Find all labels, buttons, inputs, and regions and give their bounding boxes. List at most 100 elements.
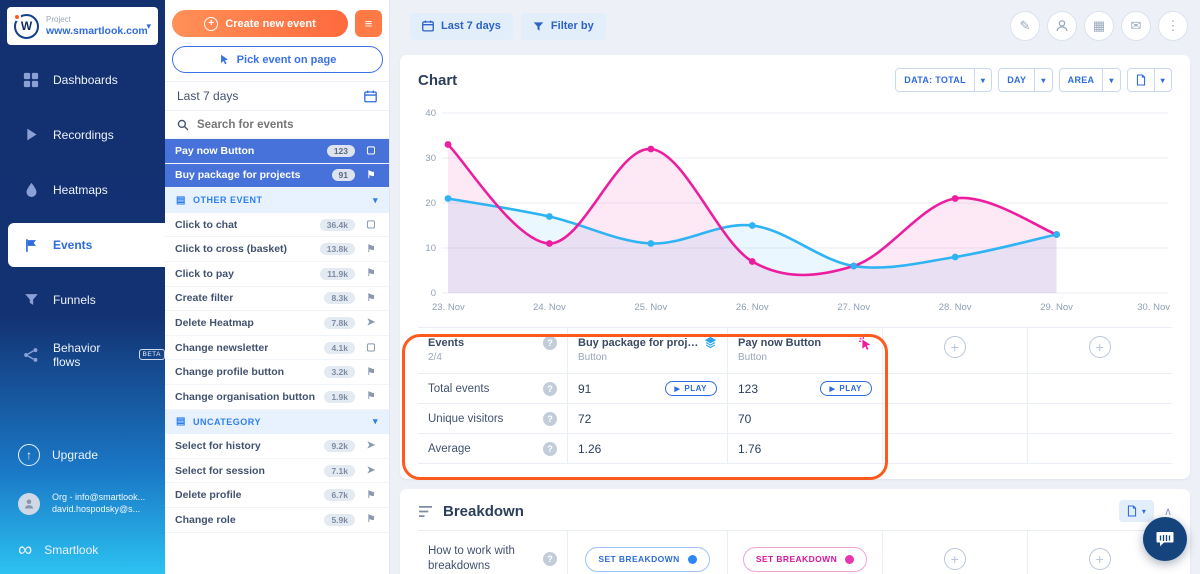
project-switcher[interactable]: W Project www.smartlook.com ▾ [7, 7, 158, 45]
sidebar-item-heatmaps[interactable]: Heatmaps [0, 162, 165, 217]
event-list-item[interactable]: Delete Heatmap 7.8k ➤ [165, 311, 389, 336]
mail-button[interactable]: ✉ [1121, 11, 1151, 41]
play-button[interactable]: ▶ PLAY [819, 381, 872, 396]
stats-row: Average? 1.26 1.76 [418, 434, 1172, 464]
visitor-button[interactable] [1047, 11, 1077, 41]
search-input[interactable] [197, 118, 377, 131]
help-icon[interactable]: ? [543, 381, 557, 396]
play-icon: ▶ [674, 385, 681, 393]
sidebar-item-recordings[interactable]: Recordings [0, 107, 165, 162]
add-breakdown-button[interactable]: + [1088, 548, 1111, 570]
set-breakdown-label: SET BREAKDOWN [755, 554, 838, 564]
event-section-header[interactable]: ▤ UNCATEGORY ▾ [165, 409, 389, 435]
org-email: david.hospodsky@s... [52, 503, 141, 514]
chart-type-dropdown[interactable]: AREA ▾ [1058, 68, 1121, 92]
stat-label: Unique visitors [428, 412, 504, 425]
edit-button[interactable]: ✎ [1010, 11, 1040, 41]
interval-label: DAY [1007, 75, 1027, 85]
panel-date-range[interactable]: Last 7 days [165, 81, 389, 111]
set-breakdown-button[interactable]: SET BREAKDOWN [742, 546, 868, 572]
event-list-menu-button[interactable]: ≡ [355, 10, 382, 37]
stat-value: 91 [578, 381, 592, 396]
cursor-icon: ➤ [366, 440, 376, 452]
upgrade-button[interactable]: ↑ Upgrade [0, 444, 165, 466]
play-button[interactable]: ▶ PLAY [664, 381, 717, 396]
sidebar-item-label: Recordings [53, 127, 114, 142]
interval-dropdown[interactable]: DAY ▾ [998, 68, 1053, 92]
breakdown-title: Breakdown [443, 502, 524, 520]
event-count-badge: 13.8k [319, 243, 355, 256]
create-new-event-button[interactable]: + Create new event [172, 10, 349, 37]
browser-icon: ▢ [366, 342, 376, 354]
svg-text:10: 10 [425, 243, 436, 254]
column-header-buy-package[interactable]: Buy package for projects Button [568, 328, 728, 373]
event-list-item[interactable]: Buy package for projects 91 ⚑ [165, 163, 389, 189]
pick-event-on-page-button[interactable]: Pick event on page [172, 46, 383, 73]
browser-icon: ▢ [366, 145, 376, 157]
event-label: Click to cross (basket) [175, 243, 288, 256]
event-section-header[interactable]: ▤ OTHER EVENT ▾ [165, 188, 389, 213]
chevron-down-icon: ▾ [146, 20, 151, 31]
event-list-item[interactable]: Change role 5.9k ⚑ [165, 508, 389, 533]
intercom-chat-button[interactable] [1143, 517, 1187, 561]
play-icon: ▶ [829, 385, 836, 393]
event-list-item[interactable]: Delete project4.7k⚑ [165, 533, 389, 535]
sidebar-item-funnels[interactable]: Funnels [0, 272, 165, 327]
event-count-badge: 123 [326, 144, 355, 157]
date-range-button[interactable]: Last 7 days [410, 12, 513, 40]
help-icon[interactable]: ? [543, 336, 557, 350]
pick-event-label: Pick event on page [236, 53, 337, 66]
sidebar-item-behavior-flows[interactable]: Behavior flows BETA [0, 327, 165, 382]
svg-text:30. Nov: 30. Nov [1137, 302, 1170, 313]
sidebar-nav: Dashboards Recordings Heatmaps Events Fu… [0, 52, 165, 382]
apps-button[interactable]: ▦ [1084, 11, 1114, 41]
add-event-button[interactable]: + [1088, 336, 1111, 358]
breakdown-export-button[interactable]: ▾ [1118, 500, 1154, 522]
event-list-item[interactable]: Pay now Button 123 ▢ [165, 139, 389, 164]
sidebar-item-dashboards[interactable]: Dashboards [0, 52, 165, 107]
collapse-section-button[interactable]: ∧ [1163, 505, 1172, 518]
grid-icon: ▦ [1092, 18, 1106, 33]
help-icon[interactable]: ? [543, 441, 557, 456]
person-icon [1055, 19, 1069, 33]
event-list-item[interactable]: Change newsletter 4.1k ▢ [165, 336, 389, 361]
chart-type-label: AREA [1067, 75, 1095, 85]
help-icon[interactable]: ? [543, 411, 557, 426]
stat-value: 1.26 [578, 441, 602, 456]
set-breakdown-button[interactable]: SET BREAKDOWN [585, 546, 710, 572]
event-list-item[interactable]: Select for session 7.1k ➤ [165, 459, 389, 484]
sidebar-item-events[interactable]: Events [8, 223, 165, 267]
event-list-item[interactable]: Change organisation button 1.9k ⚑ [165, 385, 389, 410]
org-account[interactable]: Org - info@smartlook... david.hospodsky@… [0, 492, 165, 515]
event-label: Delete Heatmap [175, 316, 254, 329]
help-icon[interactable]: ? [543, 552, 557, 566]
svg-text:0: 0 [431, 288, 436, 299]
smartlook-brand[interactable]: ∞ Smartlook [0, 540, 165, 560]
chevron-down-icon: ▾ [1034, 69, 1051, 91]
add-event-button[interactable]: + [943, 336, 966, 358]
event-list-item[interactable]: Click to chat 36.4k ▢ [165, 213, 389, 238]
event-list-item[interactable]: Select for history 9.2k ➤ [165, 434, 389, 459]
event-list-item[interactable]: Create filter 8.3k ⚑ [165, 287, 389, 312]
heatmaps-icon [22, 182, 40, 197]
breakdown-card: Breakdown ▾ ∧ How to work with breakdown… [400, 489, 1190, 574]
event-list-item[interactable]: Click to pay 11.9k ⚑ [165, 262, 389, 287]
series-color-dot [845, 554, 855, 564]
more-menu-button[interactable]: ⋮ [1158, 11, 1188, 41]
column-header-pay-now[interactable]: Pay now Button Button [728, 328, 883, 373]
data-total-dropdown[interactable]: DATA: TOTAL ▾ [895, 68, 993, 92]
chevron-down-icon[interactable]: ▾ [372, 194, 378, 205]
filter-by-button[interactable]: Filter by [520, 12, 606, 40]
flag-icon: ⚑ [366, 366, 376, 378]
add-breakdown-button[interactable]: + [943, 548, 966, 570]
column-subtitle: Button [578, 351, 607, 363]
event-list-item[interactable]: Change profile button 3.2k ⚑ [165, 360, 389, 385]
event-list-item[interactable]: Delete profile 6.7k ⚑ [165, 483, 389, 508]
stat-value: 72 [578, 411, 592, 426]
export-dropdown[interactable]: ▾ [1126, 68, 1172, 92]
flag-icon: ⚑ [366, 268, 376, 280]
event-list-item[interactable]: Click to cross (basket) 13.8k ⚑ [165, 237, 389, 262]
event-list: Pay now Button 123 ▢ Buy package for projec… [165, 139, 389, 534]
flag-icon: ⚑ [366, 391, 376, 403]
chevron-down-icon[interactable]: ▾ [372, 416, 378, 427]
